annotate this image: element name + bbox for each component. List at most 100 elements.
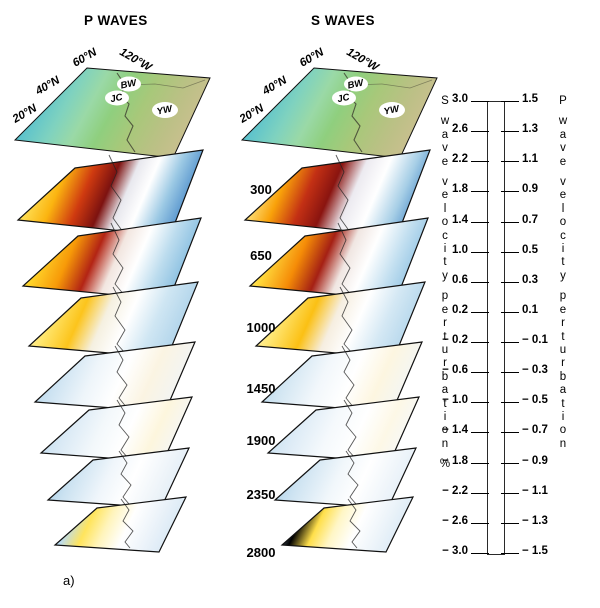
vt-l-26: o bbox=[441, 424, 449, 437]
colorbar-tick-left-3 bbox=[471, 191, 489, 193]
vt-r-18: r bbox=[561, 317, 565, 330]
colorbar-label-left-3: 1.8 bbox=[452, 183, 468, 196]
colorbar-tick-left-14 bbox=[471, 522, 489, 524]
vt-l-24: t bbox=[443, 397, 447, 410]
colorbar-tick-right-13 bbox=[501, 492, 519, 494]
colorbar-tick-right-0 bbox=[501, 101, 519, 102]
colorbar-tick-left-12 bbox=[471, 462, 489, 464]
vt-l-7: v bbox=[442, 176, 448, 189]
colorbar-tick-right-6 bbox=[501, 281, 519, 283]
panel-label: a) bbox=[63, 573, 75, 588]
colorbar-label-right-4: 0.7 bbox=[522, 213, 538, 226]
colorbar-label-right-0: 1.5 bbox=[522, 93, 538, 105]
vt-r-0: P bbox=[559, 95, 567, 107]
column-title-s-waves: S WAVES bbox=[311, 13, 376, 28]
vt-r-27: n bbox=[559, 437, 567, 450]
vt-l-17: e bbox=[441, 303, 449, 316]
vt-l-20: u bbox=[441, 343, 449, 356]
colorbar-label-right-12: − 0.9 bbox=[522, 454, 548, 467]
depth-label-1450: 1450 bbox=[246, 381, 276, 396]
colorbar-label-left-12: − 1.8 bbox=[442, 454, 468, 467]
vt-l-19: t bbox=[443, 330, 447, 343]
colorbar-label-left-5: 1.0 bbox=[452, 243, 468, 256]
colorbar-tick-right-9 bbox=[501, 372, 519, 374]
vt-l-25: i bbox=[443, 410, 447, 423]
colorbar-tick-right-3 bbox=[501, 191, 519, 193]
vt-l-5: e bbox=[441, 155, 449, 168]
colorbar-label-right-14: − 1.3 bbox=[522, 514, 548, 527]
surface-reference-map-p: BW JC YW bbox=[13, 67, 211, 159]
depth-label-2350: 2350 bbox=[246, 487, 276, 502]
colorbar-tick-right-11 bbox=[501, 432, 519, 434]
vt-l-11: c bbox=[442, 229, 448, 242]
column-title-p-waves: P WAVES bbox=[84, 13, 148, 28]
colorbar-label-right-1: 1.3 bbox=[522, 123, 538, 136]
colorbar-gradient bbox=[487, 101, 505, 555]
colorbar-label-right-5: 0.5 bbox=[522, 243, 538, 256]
vt-r-4: v bbox=[560, 142, 566, 155]
colorbar-tick-right-2 bbox=[501, 161, 519, 163]
vt-l-22: b bbox=[441, 370, 449, 383]
depth-label-2800: 2800 bbox=[246, 545, 276, 560]
vt-r-12: i bbox=[561, 243, 565, 256]
colorbar-label-left-7: 0.2 bbox=[452, 303, 468, 316]
colorbar-legend: S w a v e v e l o c i t y p e r t u r b … bbox=[440, 93, 598, 565]
vt-r-10: o bbox=[559, 216, 567, 229]
depth-slice-2800-p bbox=[53, 496, 188, 553]
vt-l-8: e bbox=[441, 189, 449, 202]
colorbar-label-right-8: − 0.1 bbox=[522, 334, 548, 347]
vt-r-14: y bbox=[560, 269, 566, 282]
vt-r-16: p bbox=[559, 290, 567, 303]
vt-l-13: t bbox=[443, 256, 447, 269]
colorbar-tick-right-12 bbox=[501, 462, 519, 464]
colorbar-tick-left-13 bbox=[471, 492, 489, 494]
vt-r-2: w bbox=[558, 115, 568, 128]
colorbar-tick-right-8 bbox=[501, 342, 519, 344]
vt-r-5: e bbox=[559, 155, 567, 168]
vt-l-12: i bbox=[443, 243, 447, 256]
vt-l-27: n bbox=[441, 437, 449, 450]
surface-reference-map-s: BW JC YW bbox=[240, 67, 438, 159]
colorbar-label-left-0: 3.0 bbox=[452, 93, 468, 105]
colorbar-tick-left-5 bbox=[471, 251, 489, 253]
vt-r-13: t bbox=[561, 256, 565, 269]
colorbar-label-left-4: 1.4 bbox=[452, 213, 468, 226]
vt-l-10: o bbox=[441, 216, 449, 229]
colorbar-tick-left-9 bbox=[471, 372, 489, 374]
colorbar-tick-left-0 bbox=[471, 101, 489, 102]
depth-label-1000: 1000 bbox=[246, 320, 276, 335]
vt-r-24: t bbox=[561, 397, 565, 410]
vt-l-16: p bbox=[441, 290, 449, 303]
colorbar-label-left-11: − 1.4 bbox=[442, 424, 468, 437]
colorbar-label-left-14: − 2.6 bbox=[442, 514, 468, 527]
map-annotation-yw: YW bbox=[383, 103, 401, 117]
vt-r-7: v bbox=[560, 176, 566, 189]
vt-r-21: r bbox=[561, 357, 565, 370]
map-annotation-jc: JC bbox=[109, 92, 123, 105]
colorbar-label-left-9: − 0.6 bbox=[442, 364, 468, 377]
vt-r-20: u bbox=[559, 343, 567, 356]
colorbar-label-right-11: − 0.7 bbox=[522, 424, 548, 437]
map-annotation-bw: BW bbox=[347, 77, 366, 91]
vt-l-0: S bbox=[441, 95, 449, 107]
colorbar-tick-right-7 bbox=[501, 311, 519, 313]
depth-label-1900: 1900 bbox=[246, 433, 276, 448]
colorbar-label-right-3: 0.9 bbox=[522, 183, 538, 196]
depth-slice-2800-s bbox=[280, 496, 415, 553]
depth-label-650: 650 bbox=[250, 248, 272, 263]
colorbar-label-left-13: − 2.2 bbox=[442, 484, 468, 497]
colorbar-tick-left-11 bbox=[471, 432, 489, 434]
colorbar-tick-left-4 bbox=[471, 221, 489, 223]
depth-slice-stack-p-waves: BW JC YW bbox=[5, 40, 215, 600]
vt-l-2: w bbox=[440, 115, 450, 128]
vt-l-18: r bbox=[443, 317, 447, 330]
depth-slice-stack-s-waves: BW JC YW bbox=[232, 40, 442, 600]
colorbar-label-right-7: 0.1 bbox=[522, 303, 538, 316]
vt-r-3: a bbox=[559, 128, 567, 141]
map-annotation-yw: YW bbox=[156, 103, 174, 117]
vt-l-23: a bbox=[441, 384, 449, 397]
colorbar-tick-left-15 bbox=[471, 553, 489, 554]
vt-r-9: l bbox=[561, 202, 565, 215]
vt-l-3: a bbox=[441, 128, 449, 141]
